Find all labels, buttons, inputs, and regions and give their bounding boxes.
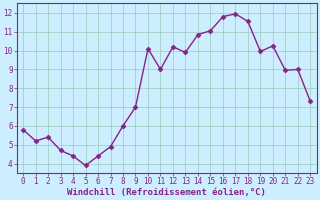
X-axis label: Windchill (Refroidissement éolien,°C): Windchill (Refroidissement éolien,°C) xyxy=(67,188,266,197)
